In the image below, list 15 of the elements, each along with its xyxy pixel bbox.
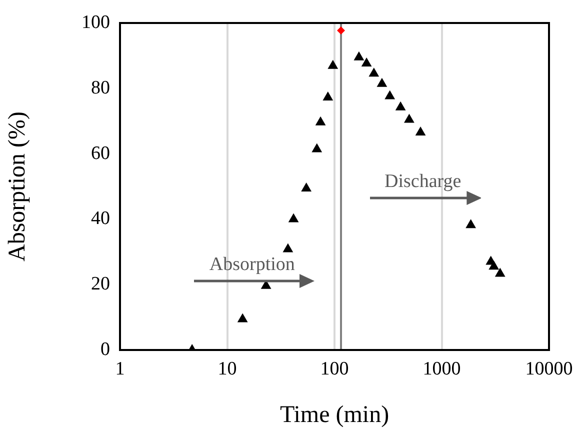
y-tick-label: 40 bbox=[91, 208, 110, 230]
x-tick-label: 10000 bbox=[525, 358, 573, 380]
x-tick-label: 100 bbox=[320, 358, 349, 380]
y-tick-label: 60 bbox=[91, 142, 110, 164]
annotation: Discharge bbox=[384, 170, 462, 192]
y-tick-label: 0 bbox=[100, 338, 110, 360]
y-axis-title: Absorption (%) bbox=[4, 112, 31, 262]
x-tick-label: 1000 bbox=[422, 358, 461, 380]
annotation: Absorption bbox=[209, 254, 296, 275]
x-tick-label: 1 bbox=[115, 358, 125, 380]
y-tick-label: 80 bbox=[91, 77, 110, 98]
x-tick-label: 10 bbox=[218, 358, 237, 380]
y-tick-label: 100 bbox=[82, 12, 110, 33]
y-tick-label: 20 bbox=[91, 274, 110, 295]
x-axis-title: Time (min) bbox=[280, 402, 390, 428]
